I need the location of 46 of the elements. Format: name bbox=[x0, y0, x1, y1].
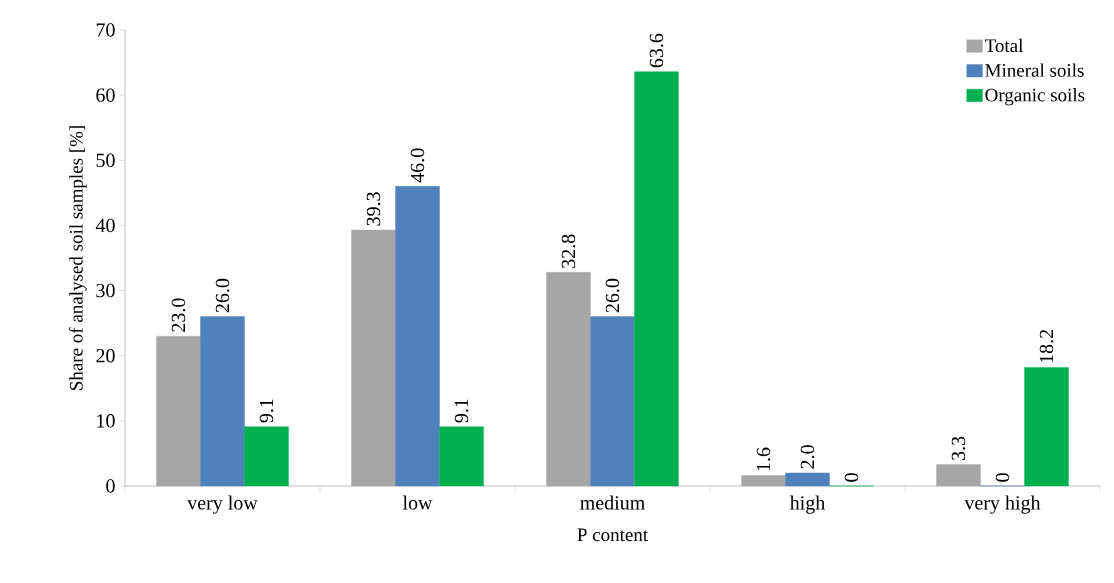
y-tick-label: 70 bbox=[96, 23, 115, 37]
data-label: 63.6 bbox=[649, 33, 664, 68]
bar bbox=[1024, 367, 1069, 487]
y-tick-label: 10 bbox=[97, 414, 115, 428]
data-label: 32.8 bbox=[561, 234, 576, 268]
data-label: 3.3 bbox=[951, 436, 966, 460]
bar bbox=[546, 272, 591, 487]
data-label: 9.1 bbox=[454, 399, 469, 423]
data-label: 1.6 bbox=[756, 447, 771, 471]
bar bbox=[634, 71, 679, 487]
x-tick-label: very high bbox=[964, 495, 1041, 514]
legend-label: Organic soils bbox=[985, 88, 1085, 106]
bar bbox=[200, 316, 245, 487]
y-tick-label: 40 bbox=[95, 218, 115, 233]
bar bbox=[395, 186, 440, 487]
data-label: 23.0 bbox=[171, 298, 186, 332]
bar bbox=[785, 472, 830, 487]
y-tick-label: 30 bbox=[96, 283, 115, 298]
bar bbox=[936, 464, 981, 487]
x-axis-title: P content bbox=[577, 528, 649, 542]
data-label: 9.1 bbox=[259, 399, 274, 423]
y-tick-label: 50 bbox=[96, 153, 115, 168]
legend-label: Total bbox=[984, 38, 1024, 53]
bar bbox=[439, 426, 484, 487]
bar bbox=[741, 475, 786, 487]
bar bbox=[351, 229, 396, 487]
data-label: 26.0 bbox=[215, 278, 230, 313]
data-label: 2.0 bbox=[800, 445, 815, 469]
data-label: 39.3 bbox=[366, 192, 381, 226]
x-tick-label: low bbox=[402, 495, 433, 510]
data-label: 0 bbox=[844, 473, 859, 482]
bar bbox=[590, 316, 635, 487]
data-label: 18.2 bbox=[1039, 330, 1054, 363]
data-label: 26.0 bbox=[605, 278, 620, 313]
x-tick-label: high bbox=[789, 495, 826, 514]
y-tick-label: 20 bbox=[96, 348, 115, 363]
x-tick-label: medium bbox=[580, 495, 645, 510]
y-tick-label: 60 bbox=[96, 88, 115, 102]
legend-label: Mineral soils bbox=[985, 63, 1084, 77]
bar bbox=[244, 426, 289, 487]
x-tick-label: very low bbox=[187, 495, 258, 514]
bar bbox=[156, 335, 201, 487]
data-label: 0 bbox=[995, 473, 1010, 482]
data-label: 46.0 bbox=[410, 148, 425, 183]
y-tick-label: 0 bbox=[106, 479, 115, 493]
y-axis-title: Share of analysed soil samples [%] bbox=[69, 126, 87, 390]
